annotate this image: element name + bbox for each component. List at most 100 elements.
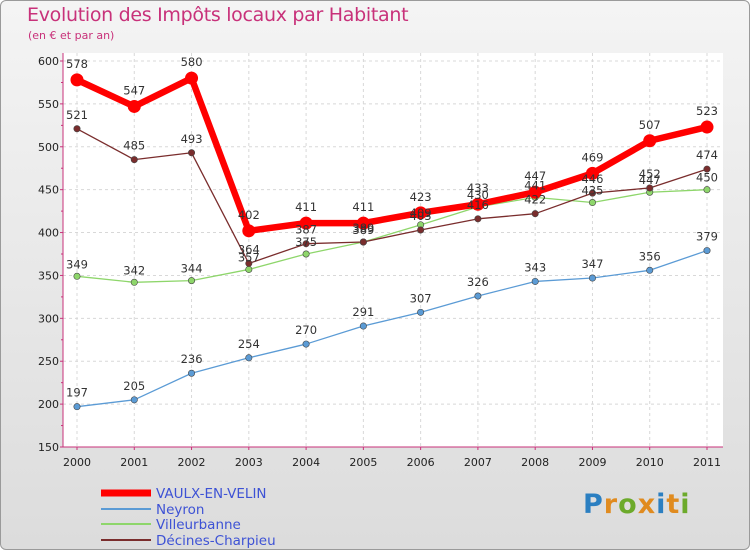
- data-point-villeurbanne: [588, 199, 596, 207]
- grid-lines: [63, 53, 723, 448]
- data-point-vaulx-en-velin: [70, 73, 84, 87]
- legend-label-neyron: Neyron: [156, 502, 204, 518]
- data-point-decines-charpieu: [73, 125, 81, 133]
- data-label-villeurbanne: 357: [238, 250, 260, 264]
- data-point-neyron: [302, 340, 310, 348]
- logo-letter: P: [583, 489, 604, 520]
- y-tick-label: 350: [38, 269, 59, 282]
- data-point-villeurbanne: [188, 277, 196, 285]
- y-tick-label: 400: [38, 227, 59, 240]
- x-tick-label: 2008: [521, 456, 549, 469]
- data-label-decines-charpieu: 452: [639, 167, 661, 181]
- logo-letter: o: [618, 489, 638, 520]
- y-tick-label: 500: [38, 141, 59, 154]
- data-label-villeurbanne: 349: [66, 257, 88, 271]
- plot-area: [63, 53, 723, 447]
- data-point-decines-charpieu: [130, 156, 138, 164]
- data-point-vaulx-en-velin: [700, 120, 714, 134]
- data-label-decines-charpieu: 389: [352, 221, 374, 235]
- data-label-villeurbanne: 409: [410, 206, 432, 220]
- logo-letter: i: [656, 489, 667, 520]
- data-point-neyron: [646, 266, 654, 274]
- x-tick-label: 2003: [235, 456, 263, 469]
- series-line-neyron: [76, 249, 708, 408]
- data-point-vaulx-en-velin: [414, 206, 428, 220]
- data-label-decines-charpieu: 403: [410, 209, 432, 223]
- x-tick-label: 2010: [636, 456, 664, 469]
- logo-letter: x: [637, 489, 657, 520]
- data-label-villeurbanne: 447: [639, 173, 661, 187]
- data-label-villeurbanne: 450: [696, 171, 718, 185]
- data-label-vaulx-en-velin: 411: [295, 200, 317, 214]
- chart-subtitle: (en € et par an): [28, 29, 115, 42]
- data-label-villeurbanne: 389: [352, 223, 374, 237]
- data-point-decines-charpieu: [359, 238, 367, 246]
- data-label-decines-charpieu: 422: [524, 193, 546, 207]
- data-label-neyron: 379: [696, 230, 718, 244]
- data-point-vaulx-en-velin: [585, 166, 599, 180]
- data-label-villeurbanne: 435: [581, 184, 603, 198]
- data-point-decines-charpieu: [646, 184, 654, 192]
- data-label-vaulx-en-velin: 433: [467, 181, 489, 195]
- data-label-villeurbanne: 441: [524, 178, 546, 192]
- data-point-neyron: [703, 247, 711, 255]
- data-point-villeurbanne: [302, 250, 310, 258]
- series-layer: [70, 71, 714, 411]
- data-point-decines-charpieu: [531, 210, 539, 218]
- data-label-decines-charpieu: 364: [238, 242, 260, 256]
- data-point-villeurbanne: [130, 278, 138, 286]
- data-label-villeurbanne: 430: [467, 188, 489, 202]
- data-point-neyron: [588, 274, 596, 282]
- x-tick-label: 2011: [693, 456, 721, 469]
- data-label-neyron: 254: [238, 337, 260, 351]
- x-tick-label: 2005: [349, 456, 377, 469]
- data-point-vaulx-en-velin: [356, 216, 370, 230]
- data-label-decines-charpieu: 521: [66, 108, 88, 122]
- data-label-vaulx-en-velin: 423: [410, 190, 432, 204]
- y-tick-label: 600: [38, 55, 59, 68]
- proxiti-logo: Proxiti: [583, 489, 691, 520]
- y-tick-label: 450: [38, 184, 59, 197]
- data-point-neyron: [245, 354, 253, 362]
- data-label-neyron: 270: [295, 323, 317, 337]
- data-label-neyron: 205: [123, 379, 145, 393]
- legend-label-decines-charpieu: Décines-Charpieu: [156, 533, 276, 549]
- data-label-vaulx-en-velin: 447: [524, 169, 546, 183]
- x-tick-label: 2006: [407, 456, 435, 469]
- data-label-decines-charpieu: 474: [696, 148, 718, 162]
- chart-title: Evolution des Impôts locaux par Habitant: [27, 4, 409, 26]
- data-point-decines-charpieu: [188, 149, 196, 157]
- data-label-vaulx-en-velin: 507: [639, 118, 661, 132]
- data-label-vaulx-en-velin: 469: [581, 150, 603, 164]
- x-tick-label: 2001: [120, 456, 148, 469]
- data-label-neyron: 291: [352, 305, 374, 319]
- data-point-vaulx-en-velin: [185, 71, 199, 85]
- data-point-villeurbanne: [73, 272, 81, 280]
- data-point-villeurbanne: [245, 265, 253, 273]
- data-point-neyron: [73, 403, 81, 411]
- data-point-neyron: [359, 322, 367, 330]
- data-point-vaulx-en-velin: [299, 216, 313, 230]
- x-tick-label: 2009: [578, 456, 606, 469]
- data-label-vaulx-en-velin: 402: [238, 208, 260, 222]
- logo-letter: t: [666, 489, 681, 520]
- data-label-villeurbanne: 342: [123, 263, 145, 277]
- data-label-villeurbanne: 375: [295, 235, 317, 249]
- data-label-neyron: 347: [581, 257, 603, 271]
- data-point-vaulx-en-velin: [127, 99, 141, 113]
- data-point-neyron: [531, 277, 539, 285]
- data-label-decines-charpieu: 493: [181, 132, 203, 146]
- data-label-neyron: 326: [467, 275, 489, 289]
- x-tick-label: 2002: [178, 456, 206, 469]
- data-labels: 578 547 580 402 411 411 423 433 447 469 507 523 197 2…: [66, 55, 718, 400]
- data-point-neyron: [474, 292, 482, 300]
- data-label-decines-charpieu: 387: [295, 223, 317, 237]
- legend: VAULX-EN-VELINNeyronVilleurbanneDécines-…: [101, 486, 276, 549]
- data-label-vaulx-en-velin: 523: [696, 104, 718, 118]
- series-line-villeurbanne: [76, 189, 708, 283]
- data-label-villeurbanne: 344: [181, 262, 203, 276]
- data-point-vaulx-en-velin: [643, 134, 657, 148]
- data-point-decines-charpieu: [245, 259, 253, 267]
